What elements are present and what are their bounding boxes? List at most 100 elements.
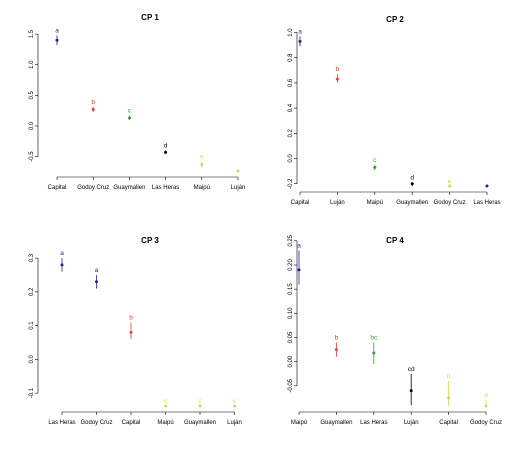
x-category-label: Godoy Cruz [434,200,466,206]
data-point [164,404,167,408]
y-tick-label: 1.0 [29,60,35,69]
chart-title: CP 3 [141,236,159,245]
data-point [60,263,64,267]
significance-label: e [200,154,204,161]
data-point [409,389,413,393]
y-tick-label: -0.05 [288,378,294,392]
significance-label: b [335,334,339,341]
chart-panel-4: CP 4 -0.05 0.00 0.05 0.10 0.15 0.20 0.25 Maipú Gu… [288,234,502,426]
y-tick-label: -0.1 [29,387,35,398]
y-tick-label: 0.1 [29,321,35,330]
x-category-label: Las Heras [48,420,75,426]
x-category-label: Godoy Cruz [470,420,502,426]
x-category-label: Capital [122,420,141,426]
data-point [298,39,302,43]
chart-panel-2: CP 2 -0.2 0.0 0.2 0.4 0.6 0.8 1.0 Capital Luján Ma… [288,15,501,206]
significance-label: a [297,243,301,250]
significance-label: b [129,314,133,321]
y-tick-label: 0.15 [288,283,294,295]
x-category-label: Capital [439,420,458,426]
chart-panel-3: CP 3 -0.1 0.0 0.1 0.2 0.3 Las Heras Godoy Cruz C… [29,236,242,426]
data-point [484,404,488,408]
significance-label: bc [370,334,378,341]
significance-label: a [55,27,59,34]
significance-label: c [128,108,132,115]
chart-panel-1: CP 1 -0.5 0.0 0.5 1.0 1.5 Capital Godoy Cruz Gua… [29,13,245,191]
y-tick-label: 0.6 [288,78,294,87]
y-tick-label: 1.5 [29,29,35,38]
y-tick-label: 0.5 [29,91,35,100]
chart-title: CP 4 [386,236,404,245]
significance-label: a [95,267,99,274]
data-point [164,150,168,154]
chart-title: CP 1 [141,13,159,22]
y-tick-label: 1.0 [288,28,294,37]
x-category-label: Luján [227,420,242,426]
data-point [236,169,240,173]
chart-title: CP 2 [386,15,404,24]
x-category-label: Guaymallen [320,420,352,426]
significance-label: e [448,178,452,185]
x-category-label: Guaymallen [396,200,428,206]
significance-label: c [198,398,202,405]
data-point [297,268,301,272]
data-point [372,351,376,355]
significance-label: c [164,398,168,405]
x-category-label: Godoy Cruz [80,420,112,426]
significance-label: d [484,392,488,399]
significance-label: d [164,143,168,150]
y-tick-label: 0.10 [288,307,294,319]
significance-label: b [91,99,95,106]
y-tick-label: 0.4 [288,103,294,112]
y-tick-label: 0.0 [29,355,35,364]
x-category-label: Guaymallen [113,185,145,191]
data-point [91,107,95,111]
x-category-label: Maipú [157,420,173,426]
data-point [334,348,338,352]
data-point [485,184,489,188]
significance-label: a [298,28,302,35]
x-category-label: Las Heras [473,200,500,206]
x-category-label: Guaymallen [184,420,216,426]
y-tick-label: 0.25 [288,234,294,246]
y-tick-label: -0.5 [29,151,35,162]
x-category-label: Capital [48,185,67,191]
significance-label: c [373,157,377,164]
x-category-label: Luján [231,185,246,191]
y-tick-label: 0.20 [288,259,294,271]
data-point [55,38,59,42]
data-point [200,163,204,167]
data-point [198,404,202,408]
significance-label: cd [408,366,415,373]
x-category-label: Godoy Cruz [77,185,109,191]
y-tick-label: 0.05 [288,331,294,343]
y-tick-label: 0.0 [29,121,35,130]
data-point [410,182,414,186]
x-category-label: Maipú [194,185,210,191]
x-category-label: Maipú [291,420,307,426]
y-tick-label: 0.00 [288,355,294,367]
data-point [373,165,377,169]
y-tick-label: 0.2 [29,287,35,296]
significance-label: a [60,250,64,257]
y-tick-label: 0.8 [288,53,294,62]
y-tick-label: -0.2 [288,178,294,189]
x-category-label: Capital [291,200,310,206]
significance-label: d [410,174,414,181]
y-tick-label: 0.2 [288,128,294,137]
data-point [129,330,133,334]
data-point [127,116,131,120]
significance-label: b [336,66,340,73]
x-category-label: Maipú [367,200,383,206]
data-point [447,396,451,400]
significance-label: d [447,373,451,380]
data-point [448,184,452,188]
x-category-label: Luján [330,200,345,206]
significance-label: c [233,398,237,405]
data-point [95,280,98,284]
x-category-label: Luján [404,420,419,426]
y-tick-label: 0.3 [29,253,35,262]
x-category-label: Las Heras [152,185,179,191]
y-tick-label: 0.0 [288,154,294,163]
